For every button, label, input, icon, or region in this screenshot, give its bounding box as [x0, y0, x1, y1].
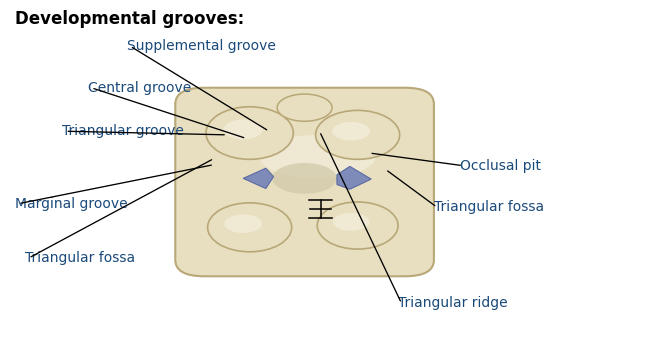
Text: Triangular ridge: Triangular ridge	[399, 296, 508, 310]
Text: Central groove: Central groove	[88, 81, 191, 95]
Ellipse shape	[277, 94, 332, 121]
Ellipse shape	[316, 110, 400, 159]
Ellipse shape	[272, 163, 337, 194]
Text: Marginal groove: Marginal groove	[15, 197, 128, 211]
Ellipse shape	[332, 122, 370, 141]
Text: Occlusal pit: Occlusal pit	[460, 159, 541, 173]
Ellipse shape	[224, 214, 262, 233]
Ellipse shape	[318, 202, 398, 249]
Polygon shape	[243, 168, 273, 189]
Ellipse shape	[224, 119, 263, 139]
Ellipse shape	[207, 203, 292, 252]
Text: Developmental grooves:: Developmental grooves:	[15, 10, 244, 28]
Text: Triangular groove: Triangular groove	[62, 124, 184, 138]
Text: Triangular fossa: Triangular fossa	[434, 201, 544, 214]
FancyBboxPatch shape	[175, 88, 434, 276]
Text: Triangular fossa: Triangular fossa	[25, 251, 135, 265]
Ellipse shape	[259, 135, 376, 178]
Polygon shape	[337, 166, 371, 189]
Text: Supplemental groove: Supplemental groove	[127, 39, 275, 53]
Ellipse shape	[333, 213, 369, 231]
Ellipse shape	[206, 107, 294, 159]
